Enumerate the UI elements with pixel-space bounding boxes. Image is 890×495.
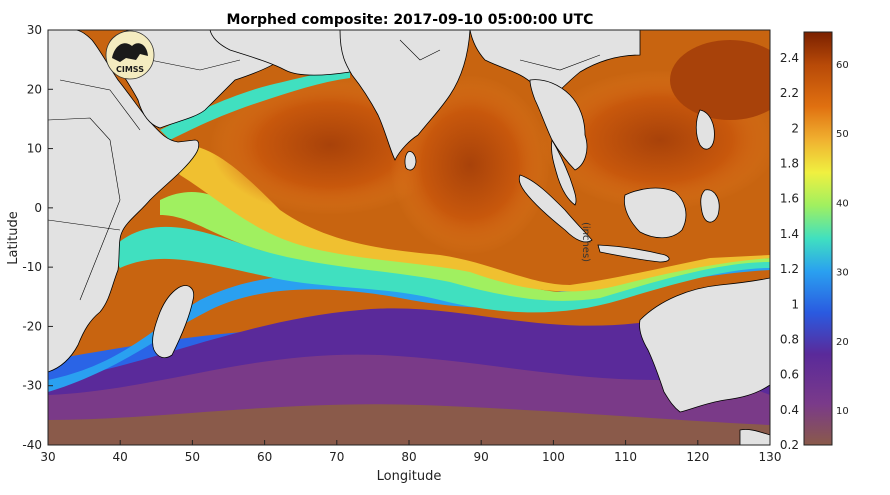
map-area: CIMSS — [48, 30, 770, 445]
ocean-band-brown — [48, 404, 770, 445]
x-tick-label: 110 — [614, 450, 637, 464]
land-australia — [639, 277, 770, 413]
colorbar-left-tick-label: 2 — [791, 121, 799, 135]
x-tick-label: 120 — [686, 450, 709, 464]
y-tick-label: 0 — [34, 201, 42, 215]
colorbar — [803, 31, 833, 446]
y-tick-label: -40 — [22, 438, 42, 452]
land-group — [48, 30, 770, 445]
colorbar-left-tick-label: 1.2 — [780, 262, 799, 276]
colorbar-left-tick-label: 0.4 — [780, 403, 799, 417]
colorbar-left-tick-label: 1.8 — [780, 157, 799, 171]
x-axis-ticks: 30 40 50 60 70 80 90 100 110 120 130 — [40, 440, 781, 464]
x-tick-label: 30 — [40, 450, 55, 464]
y-axis-label: Latitude — [6, 211, 21, 265]
land-java — [597, 244, 670, 263]
land-india — [339, 30, 471, 161]
x-tick-label: 130 — [759, 450, 782, 464]
colorbar-left-tick-label: 0.6 — [780, 368, 799, 382]
colorbar-right-ticks: 60 50 40 30 20 10 — [836, 60, 849, 417]
colorbar-right-tick-label: 60 — [836, 60, 849, 71]
colorbar-left-tick-label: 1.6 — [780, 192, 799, 206]
x-tick-label: 40 — [113, 450, 128, 464]
y-tick-label: -20 — [22, 319, 42, 333]
colorbar-right-tick-label: 50 — [836, 129, 849, 140]
border-arabia — [149, 59, 241, 71]
y-tick-label: -10 — [22, 260, 42, 274]
x-tick-label: 80 — [401, 450, 416, 464]
colorbar-left-tick-label: 0.2 — [780, 438, 799, 452]
x-tick-label: 90 — [474, 450, 489, 464]
land-sumatra — [518, 174, 593, 243]
land-malay — [551, 138, 577, 206]
border-africa-2 — [59, 79, 141, 131]
ocean-band-teal — [110, 226, 770, 313]
colorbar-right-tick-label: 20 — [836, 337, 849, 348]
land-borneo — [623, 187, 687, 239]
y-tick-label: 10 — [27, 142, 42, 156]
border-india — [399, 39, 441, 61]
logo-text: CIMSS — [116, 65, 144, 74]
land-indochina — [529, 79, 588, 171]
colorbar-right-tick-label: 10 — [836, 406, 849, 417]
colorbar-left-tick-label: 1.4 — [780, 227, 799, 241]
border-africa-1 — [48, 117, 121, 301]
x-tick-label: 50 — [185, 450, 200, 464]
y-tick-label: -30 — [22, 379, 42, 393]
colorbar-left-tick-label: 1 — [791, 297, 799, 311]
colorbar-left-tick-label: 2.2 — [780, 86, 799, 100]
cimss-logo: CIMSS — [105, 30, 155, 80]
ocean-strip-north — [160, 68, 350, 140]
colorbar-right-tick-label: 40 — [836, 198, 849, 209]
land-southeast — [739, 429, 770, 445]
x-tick-label: 70 — [329, 450, 344, 464]
border-lines — [48, 39, 601, 301]
colorbar-units: (inches) — [580, 222, 591, 262]
land-sulawesi — [700, 189, 720, 223]
y-axis-ticks: 30 20 10 0 -10 -20 -30 -40 — [22, 23, 53, 452]
logo-earth-silhouette — [112, 43, 148, 62]
x-axis-label: Longitude — [377, 469, 442, 484]
colorbar-left-tick-label: 0.8 — [780, 332, 799, 346]
x-tick-label: 60 — [257, 450, 272, 464]
y-tick-label: 20 — [27, 82, 42, 96]
colorbar-right-tick-label: 30 — [836, 268, 849, 279]
border-asia — [519, 54, 601, 71]
y-tick-label: 30 — [27, 23, 42, 37]
border-africa-3 — [48, 219, 121, 231]
chart-title: Morphed composite: 2017-09-10 05:00:00 U… — [227, 12, 594, 28]
land-madagascar — [152, 285, 195, 359]
land-philippines — [695, 109, 715, 150]
warm-core-northeast — [670, 40, 770, 120]
x-tick-label: 100 — [542, 450, 565, 464]
colorbar-left-tick-label: 2.4 — [780, 51, 799, 65]
land-srilanka — [404, 151, 417, 171]
colorbar-left-ticks: 2.4 2.2 2 1.8 1.6 1.4 1.2 1 0.8 0.6 0.4 0.2 — [780, 51, 799, 452]
